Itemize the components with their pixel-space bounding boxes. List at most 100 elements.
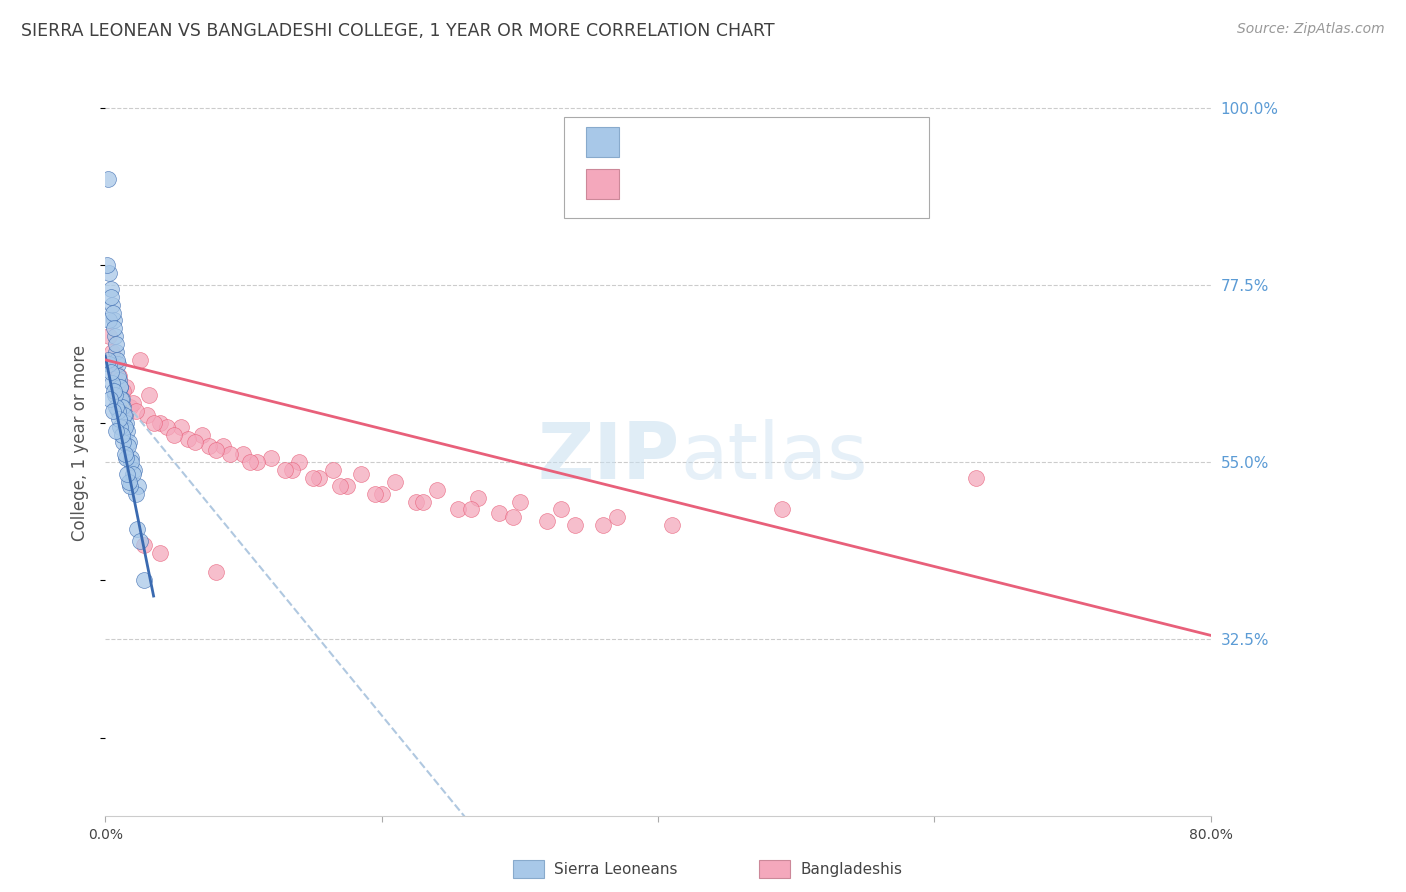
Point — [128, 533, 150, 548]
Text: R = -0.460: R = -0.460 — [634, 135, 716, 149]
Point — [336, 479, 359, 493]
Text: SIERRA LEONEAN VS BANGLADESHI COLLEGE, 1 YEAR OR MORE CORRELATION CHART: SIERRA LEONEAN VS BANGLADESHI COLLEGE, 1… — [21, 22, 775, 40]
Text: 0.0%: 0.0% — [87, 829, 122, 842]
Point — [412, 494, 434, 508]
Point — [239, 455, 262, 469]
Point — [104, 329, 127, 343]
Point — [592, 518, 614, 533]
Point — [112, 384, 135, 399]
Point — [103, 384, 125, 399]
Point — [606, 510, 628, 524]
Point — [112, 435, 135, 450]
Point — [108, 412, 131, 426]
Point — [274, 463, 297, 477]
Point — [108, 368, 131, 383]
Point — [111, 427, 134, 442]
Point — [98, 392, 121, 407]
Point — [120, 479, 142, 493]
Point — [120, 455, 142, 469]
Point — [138, 388, 160, 402]
Point — [536, 514, 558, 528]
Point — [121, 396, 143, 410]
Point — [97, 352, 120, 367]
Point — [115, 380, 138, 394]
Point — [127, 479, 149, 493]
Point — [114, 447, 136, 461]
Point — [101, 404, 124, 418]
Point — [121, 451, 143, 466]
Text: Bangladeshis: Bangladeshis — [800, 863, 903, 877]
Point — [98, 329, 121, 343]
Point — [117, 467, 139, 481]
Point — [105, 345, 128, 359]
Point — [384, 475, 406, 489]
Point — [97, 313, 120, 327]
Point — [502, 510, 524, 524]
Text: R = -0.385: R = -0.385 — [634, 178, 716, 194]
Point — [110, 392, 132, 407]
Y-axis label: College, 1 year or more: College, 1 year or more — [72, 344, 89, 541]
Point — [125, 522, 148, 536]
Point — [128, 352, 150, 367]
Point — [132, 538, 155, 552]
Point — [101, 298, 124, 312]
FancyBboxPatch shape — [586, 169, 619, 200]
Text: Source: ZipAtlas.com: Source: ZipAtlas.com — [1237, 22, 1385, 37]
Point — [260, 451, 283, 466]
Point — [177, 432, 200, 446]
Point — [112, 400, 135, 414]
Text: atlas: atlas — [681, 419, 868, 495]
FancyBboxPatch shape — [564, 117, 929, 219]
Point — [218, 447, 240, 461]
Point — [191, 427, 214, 442]
Point — [124, 404, 146, 418]
Point — [246, 455, 269, 469]
Point — [103, 313, 125, 327]
Point — [117, 439, 139, 453]
Point — [301, 471, 323, 485]
Point — [114, 408, 136, 422]
Point — [108, 380, 131, 394]
Point — [101, 345, 124, 359]
Point — [96, 258, 118, 272]
Point — [98, 266, 121, 280]
Point — [163, 427, 186, 442]
Point — [111, 400, 134, 414]
Point — [287, 455, 309, 469]
Point — [370, 486, 392, 500]
Point — [149, 546, 172, 560]
Point — [142, 416, 165, 430]
Point — [198, 439, 221, 453]
Point — [329, 479, 352, 493]
Point — [104, 337, 127, 351]
Point — [107, 357, 129, 371]
Point — [117, 424, 139, 438]
Text: N = 61: N = 61 — [775, 178, 827, 194]
Point — [120, 400, 142, 414]
Point — [156, 419, 179, 434]
Point — [564, 518, 586, 533]
Point — [105, 400, 128, 414]
Point — [101, 305, 124, 319]
Text: R = -0.385: R = -0.385 — [634, 178, 716, 194]
Point — [426, 483, 449, 497]
Point — [115, 416, 138, 430]
Point — [770, 502, 793, 516]
Text: Sierra Leoneans: Sierra Leoneans — [554, 863, 678, 877]
Point — [107, 368, 129, 383]
Point — [104, 388, 127, 402]
Text: 80.0%: 80.0% — [1189, 829, 1233, 842]
Point — [112, 408, 135, 422]
Point — [124, 486, 146, 500]
Point — [509, 494, 531, 508]
Point — [114, 419, 136, 434]
Point — [460, 502, 482, 516]
Point — [100, 365, 122, 379]
Point — [184, 435, 207, 450]
Point — [122, 463, 145, 477]
Point — [232, 447, 254, 461]
Point — [104, 365, 127, 379]
Point — [97, 171, 120, 186]
Point — [204, 443, 226, 458]
Point — [204, 566, 226, 580]
